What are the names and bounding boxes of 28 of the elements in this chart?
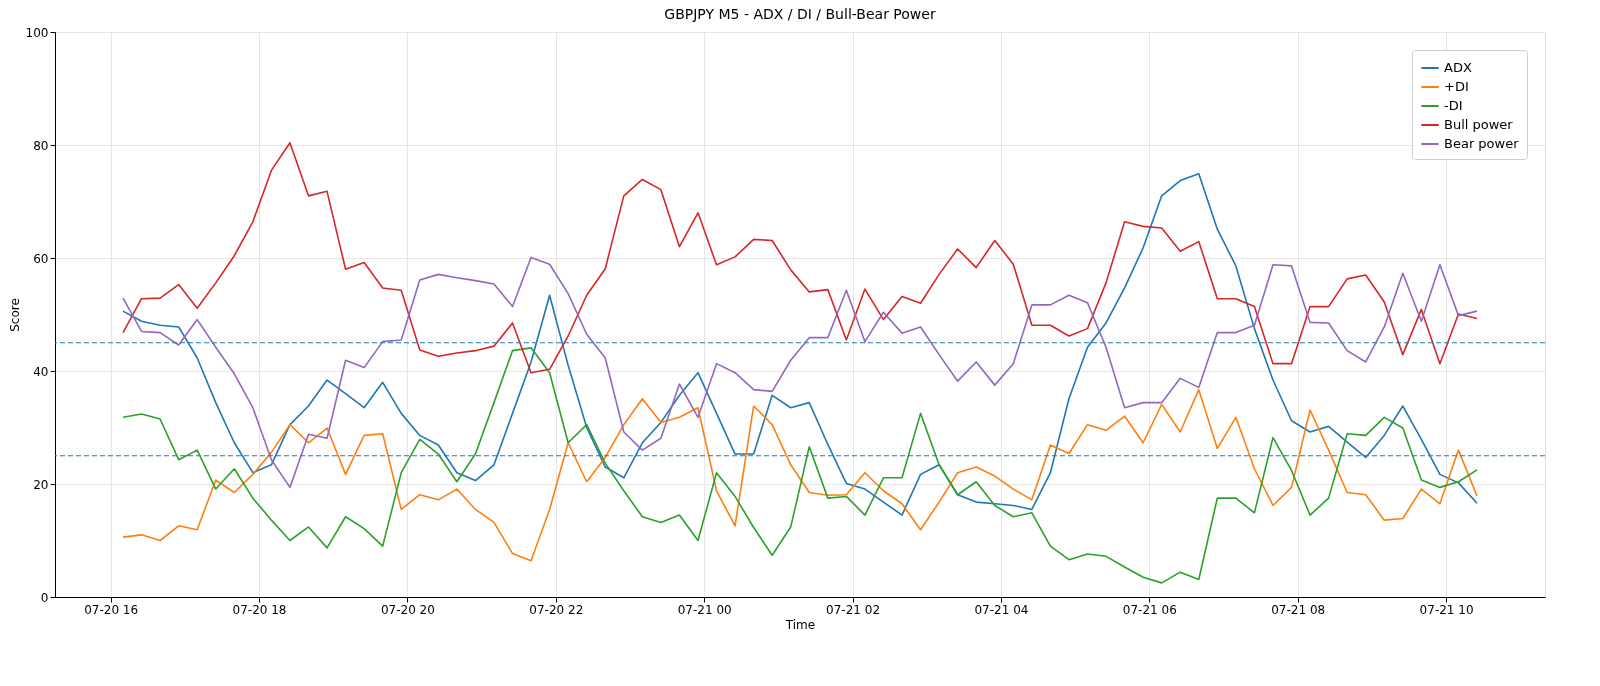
y-tick-label: 20 <box>33 477 49 492</box>
legend-label: Bear power <box>1444 136 1520 151</box>
x-tick-label: 07-20 16 <box>84 602 139 617</box>
y-tick-label: 100 <box>25 25 49 40</box>
legend-label: -DI <box>1444 98 1463 113</box>
x-tick-label: 07-21 00 <box>677 602 732 617</box>
x-tick-label: 07-21 06 <box>1122 602 1177 617</box>
line-series <box>122 388 1478 562</box>
x-tick-label: 07-21 08 <box>1271 602 1326 617</box>
y-tick-label: 0 <box>40 590 49 605</box>
x-tick-label: 07-21 02 <box>826 602 881 617</box>
y-tick-label: 80 <box>33 138 49 153</box>
x-tick-label: 07-20 20 <box>380 602 435 617</box>
y-tick-label: 40 <box>33 364 49 379</box>
y-tick-label: 60 <box>33 251 49 266</box>
line-series <box>122 256 1478 489</box>
x-tick-label: 07-21 10 <box>1419 602 1474 617</box>
x-tick-label: 07-20 18 <box>232 602 287 617</box>
x-axis-title: Time <box>784 617 816 632</box>
x-tick-label: 07-21 04 <box>974 602 1029 617</box>
legend-label: Bull power <box>1444 117 1514 132</box>
line-series <box>122 141 1478 374</box>
chart-title: GBPJPY M5 - ADX / DI / Bull-Bear Power <box>664 6 936 22</box>
x-tick-label: 07-20 22 <box>529 602 584 617</box>
y-axis-title: Score <box>7 298 22 332</box>
legend-label: +DI <box>1444 79 1469 94</box>
line-series <box>122 347 1478 584</box>
legend-label: ADX <box>1444 60 1472 75</box>
